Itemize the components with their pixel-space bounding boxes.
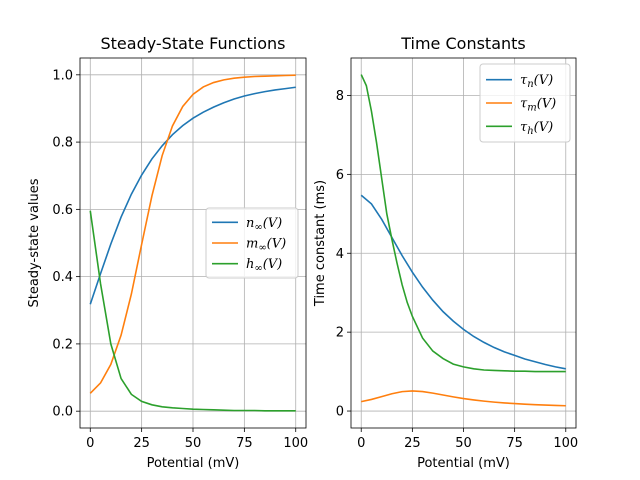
series-line-2: [361, 390, 566, 407]
x-tick-label: 0: [86, 436, 94, 451]
y-tick-label: 0.6: [52, 203, 73, 218]
chart-title: Steady-State Functions: [100, 34, 285, 53]
legend-label: n∞(V): [246, 216, 282, 233]
series-line-1: [89, 86, 296, 305]
x-tick-label: 100: [283, 436, 308, 451]
y-tick-label: 0: [336, 405, 344, 420]
x-tick-label: 25: [133, 436, 150, 451]
series-line-3: [89, 210, 296, 412]
legend-box: [205, 207, 299, 279]
x-tick-label: 50: [455, 436, 472, 451]
y-tick-label: 4: [336, 247, 344, 262]
y-tick-label: 8: [336, 89, 344, 104]
x-tick-label: 75: [236, 436, 253, 451]
legend-label: m∞(V): [246, 237, 286, 254]
x-axis-label: Potential (mV): [417, 456, 510, 471]
legend-label: τn(V): [520, 73, 553, 90]
legend-label: τm(V): [520, 97, 556, 114]
y-axis-label: Steady-state values: [27, 178, 42, 307]
legend: τn(V) τm(V) τh(V): [479, 63, 571, 143]
x-tick-label: 0: [357, 436, 365, 451]
y-tick-label: 0.0: [52, 405, 73, 420]
x-tick-label: 100: [553, 436, 578, 451]
subplot-1: 0 25 50 75 100 0.0 0.2 0.4 0.6 0.8 1.0 Steady-State…: [27, 34, 308, 471]
y-tick-label: 2: [336, 326, 344, 341]
y-tick-label: 0.4: [52, 270, 73, 285]
y-tick-label: 1.0: [52, 68, 73, 83]
legend-label: h∞(V): [246, 257, 282, 274]
x-tick-label: 75: [506, 436, 523, 451]
series-line-1: [360, 194, 566, 370]
subplot-2: 0 25 50 75 100 0 2 4 6 8 Time Constants Potential (…: [313, 34, 578, 471]
legend-box: [479, 63, 571, 143]
series-line-2: [89, 74, 296, 394]
y-axis-label: Time constant (ms): [313, 180, 328, 307]
y-tick-label: 0.2: [52, 337, 73, 352]
chart-title: Time Constants: [400, 34, 526, 53]
series-line-3: [360, 74, 566, 373]
legend-label: τh(V): [520, 120, 553, 137]
y-tick-label: 6: [336, 168, 344, 183]
x-tick-label: 25: [404, 436, 421, 451]
legend: n∞(V) m∞(V) h∞(V): [205, 207, 299, 279]
x-axis-label: Potential (mV): [147, 456, 240, 471]
x-tick-label: 50: [185, 436, 202, 451]
y-tick-label: 0.8: [52, 136, 73, 151]
